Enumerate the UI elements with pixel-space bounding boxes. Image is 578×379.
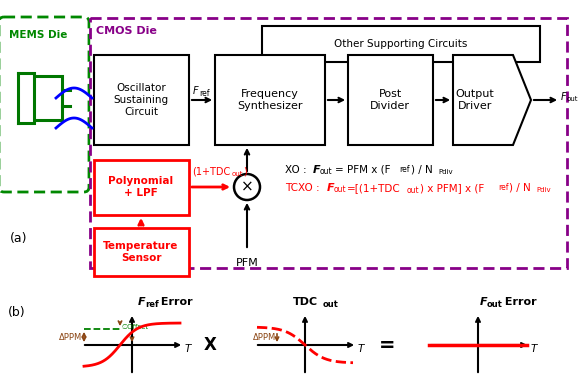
Text: Error: Error xyxy=(501,297,536,307)
Bar xyxy=(262,26,540,62)
Text: ref: ref xyxy=(498,183,509,192)
Text: ) / N: ) / N xyxy=(509,183,531,193)
Text: MEMS Die: MEMS Die xyxy=(9,30,68,40)
FancyBboxPatch shape xyxy=(90,18,567,268)
Text: (1+TDC: (1+TDC xyxy=(192,167,230,177)
Text: F: F xyxy=(313,165,321,175)
Text: (a): (a) xyxy=(10,232,28,245)
Text: F: F xyxy=(561,92,566,102)
Text: ΔPPM: ΔPPM xyxy=(253,334,276,343)
Text: out: out xyxy=(334,185,347,194)
Text: ) / N: ) / N xyxy=(411,165,433,175)
Text: =[(1+TDC: =[(1+TDC xyxy=(347,183,401,193)
Text: ): ) xyxy=(243,167,247,177)
Text: Temperature
Sensor: Temperature Sensor xyxy=(103,241,179,263)
Text: ) x PFM] x (F: ) x PFM] x (F xyxy=(420,183,484,193)
Bar xyxy=(215,55,325,145)
Text: Post
Divider: Post Divider xyxy=(370,89,410,111)
Text: ref: ref xyxy=(399,165,409,174)
Text: X: X xyxy=(203,336,216,354)
Text: ∅Offset: ∅Offset xyxy=(121,324,148,330)
Text: F: F xyxy=(193,86,199,96)
Text: ref: ref xyxy=(199,89,209,98)
Text: ref: ref xyxy=(145,300,159,309)
Text: F: F xyxy=(480,297,488,307)
Text: out: out xyxy=(567,96,578,102)
Text: ΔPPM: ΔPPM xyxy=(59,332,82,341)
Text: T: T xyxy=(358,344,364,354)
Text: Polynomial
+ LPF: Polynomial + LPF xyxy=(109,176,173,198)
Text: out: out xyxy=(487,300,503,309)
Text: Output
Driver: Output Driver xyxy=(455,89,494,111)
Text: XO :: XO : xyxy=(285,165,313,175)
Text: (b): (b) xyxy=(8,306,25,319)
Text: Other Supporting Circuits: Other Supporting Circuits xyxy=(334,39,468,49)
Text: ×: × xyxy=(240,180,253,194)
Text: out: out xyxy=(323,300,339,309)
Text: Oscillator
Sustaining
Circuit: Oscillator Sustaining Circuit xyxy=(113,83,169,117)
Polygon shape xyxy=(453,55,531,145)
Text: out: out xyxy=(320,167,332,176)
Text: Error: Error xyxy=(157,297,192,307)
Text: =: = xyxy=(379,335,395,354)
Text: out: out xyxy=(232,171,243,177)
Text: Pdiv: Pdiv xyxy=(536,187,551,193)
Text: CMOS Die: CMOS Die xyxy=(96,26,157,36)
Text: Pdiv: Pdiv xyxy=(438,169,453,175)
Text: = PFM x (F: = PFM x (F xyxy=(335,165,391,175)
Bar xyxy=(94,160,189,215)
Text: T: T xyxy=(185,344,191,354)
Bar xyxy=(34,76,62,120)
Bar xyxy=(94,228,189,276)
Text: Frequency
Synthesizer: Frequency Synthesizer xyxy=(237,89,303,111)
Text: F: F xyxy=(327,183,335,193)
Bar xyxy=(94,55,189,145)
Text: F: F xyxy=(138,297,146,307)
Text: PFM: PFM xyxy=(236,258,258,268)
Text: TCXO :: TCXO : xyxy=(285,183,326,193)
Text: TDC: TDC xyxy=(292,297,317,307)
Text: out: out xyxy=(407,186,420,195)
Text: T: T xyxy=(531,344,538,354)
Bar xyxy=(348,55,433,145)
FancyBboxPatch shape xyxy=(0,17,89,192)
